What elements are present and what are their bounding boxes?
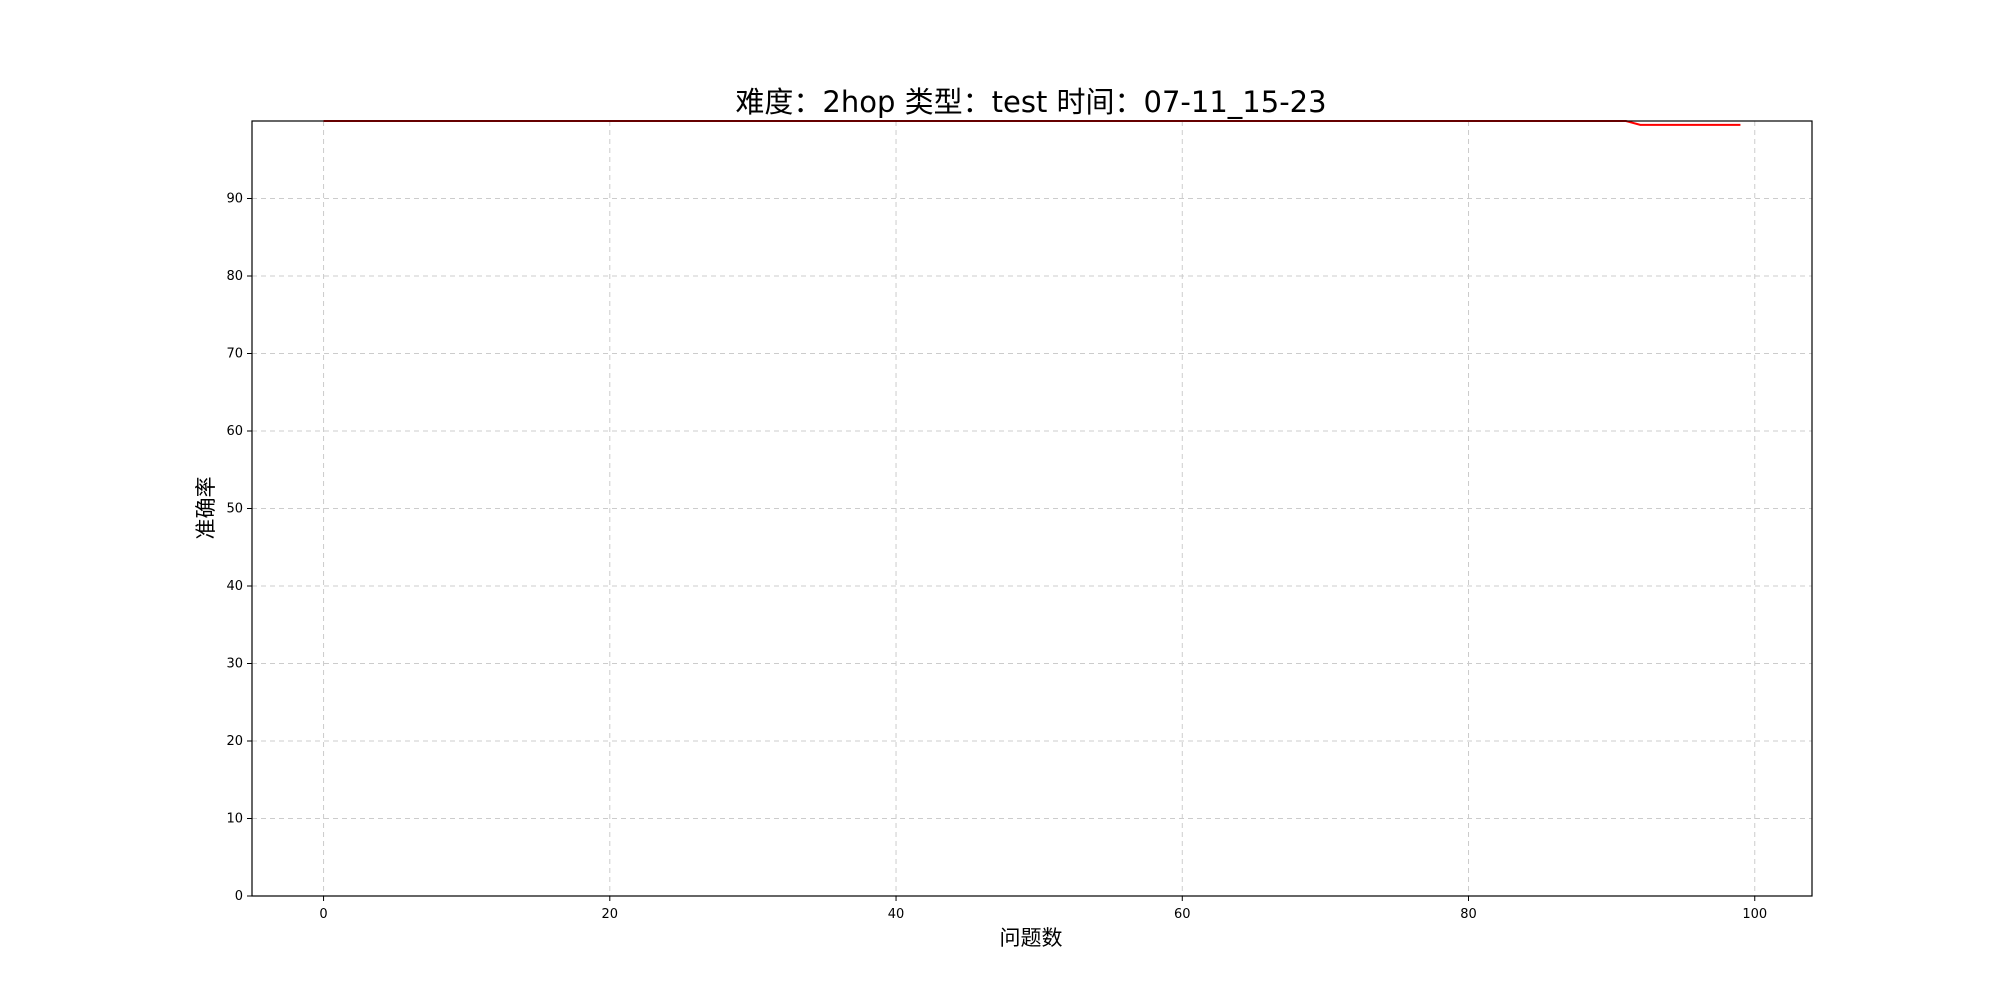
y-axis-label: 准确率: [194, 477, 218, 540]
x-tick-label: 40: [888, 907, 905, 922]
x-axis-label: 问题数: [1000, 926, 1063, 950]
x-tick-label: 20: [602, 907, 619, 922]
x-axis-ticks: 0 20 40 60 80 100: [319, 896, 1767, 922]
y-tick-label: 60: [226, 424, 243, 439]
x-tick-label: 100: [1742, 907, 1767, 922]
y-tick-label: 50: [226, 502, 243, 517]
chart-title: 难度：2hop 类型：test 时间：07-11_15-23: [735, 85, 1326, 119]
x-tick-label: 60: [1174, 907, 1191, 922]
y-tick-label: 0: [235, 889, 243, 904]
y-tick-label: 80: [226, 269, 243, 284]
grid-lines: [252, 121, 1812, 896]
y-tick-label: 10: [226, 812, 243, 827]
x-tick-label: 80: [1460, 907, 1477, 922]
x-tick-label: 0: [319, 907, 327, 922]
y-tick-label: 70: [226, 347, 243, 362]
y-tick-label: 40: [226, 579, 243, 594]
y-axis-ticks: 0 10 20 30 40 50 60 70 80 90: [226, 192, 252, 904]
y-tick-label: 20: [226, 734, 243, 749]
y-tick-label: 90: [226, 192, 243, 207]
y-tick-label: 30: [226, 657, 243, 672]
